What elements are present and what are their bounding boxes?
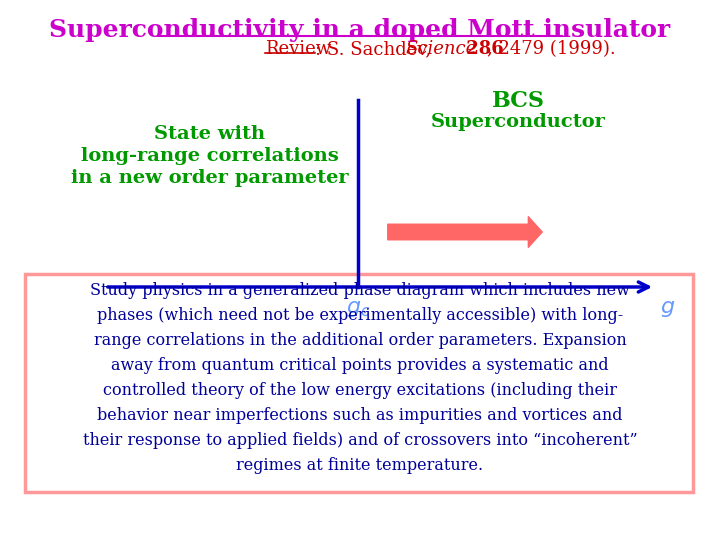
Text: Science: Science xyxy=(405,40,476,58)
Text: controlled theory of the low energy excitations (including their: controlled theory of the low energy exci… xyxy=(103,382,617,399)
Text: , 2479 (1999).: , 2479 (1999). xyxy=(487,40,616,58)
Text: in a new order parameter: in a new order parameter xyxy=(71,169,348,187)
Text: away from quantum critical points provides a systematic and: away from quantum critical points provid… xyxy=(111,357,609,374)
Text: range correlations in the additional order parameters. Expansion: range correlations in the additional ord… xyxy=(94,332,626,349)
Text: : S. Sachdev,: : S. Sachdev, xyxy=(315,40,437,58)
Text: regimes at finite temperature.: regimes at finite temperature. xyxy=(236,457,484,474)
Text: long-range correlations: long-range correlations xyxy=(81,147,339,165)
Text: State with: State with xyxy=(154,125,266,143)
Text: Review: Review xyxy=(265,40,331,58)
Text: $g$: $g$ xyxy=(660,297,675,319)
Text: 286: 286 xyxy=(460,40,504,58)
Text: BCS: BCS xyxy=(492,90,544,112)
Text: their response to applied fields) and of crossovers into “incoherent”: their response to applied fields) and of… xyxy=(83,432,637,449)
Text: Superconductor: Superconductor xyxy=(431,113,606,131)
Text: $g_c$: $g_c$ xyxy=(346,297,370,319)
FancyBboxPatch shape xyxy=(25,274,693,492)
Text: phases (which need not be experimentally accessible) with long-: phases (which need not be experimentally… xyxy=(97,307,623,324)
Text: Superconductivity in a doped Mott insulator: Superconductivity in a doped Mott insula… xyxy=(50,18,670,42)
Text: behavior near imperfections such as impurities and vortices and: behavior near imperfections such as impu… xyxy=(97,407,623,424)
Text: Study physics in a generalized phase diagram which includes new: Study physics in a generalized phase dia… xyxy=(90,282,630,299)
